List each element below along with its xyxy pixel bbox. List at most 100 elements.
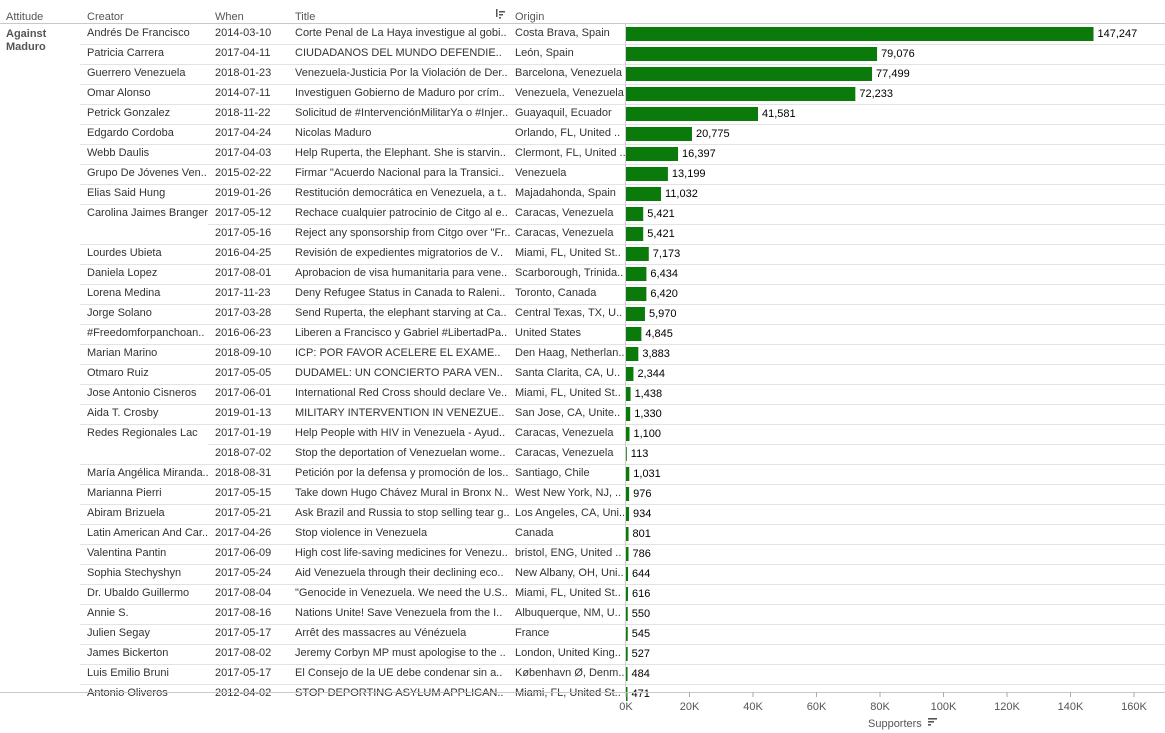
table-row[interactable]: Marianna Pierri 2017-05-15 Take down Hugo …: [87, 487, 621, 499]
table-row[interactable]: 2018-07-02 Stop the deportation of Venezu…: [215, 447, 614, 459]
bar[interactable]: [626, 387, 631, 401]
bar[interactable]: [626, 427, 630, 441]
cell-creator: Lourdes Ubieta: [87, 247, 162, 259]
table-row[interactable]: Dr. Ubaldo Guillermo 2017-08-04 "Genocide …: [87, 587, 621, 599]
bar[interactable]: [626, 587, 628, 601]
bar[interactable]: [626, 687, 628, 701]
bar[interactable]: [626, 187, 662, 201]
cell-creator: Abiram Brizuela: [87, 507, 166, 519]
cell-origin: Santiago, Chile: [515, 467, 590, 479]
header-when[interactable]: When: [215, 11, 244, 23]
cell-origin: Den Haag, Netherlan..: [515, 347, 624, 359]
cell-when: 2014-03-10: [215, 27, 271, 39]
table-row[interactable]: Abiram Brizuela 2017-05-21 Ask Brazil and …: [87, 507, 625, 519]
cell-when: 2017-04-11: [215, 47, 270, 59]
bar[interactable]: [626, 667, 628, 681]
header-origin[interactable]: Origin: [515, 11, 544, 23]
table-row[interactable]: Annie S. 2017-08-16 Nations Unite! Save Ve…: [87, 607, 621, 619]
group-label-line-1: Against: [6, 28, 47, 40]
bar[interactable]: [626, 67, 873, 81]
bar[interactable]: [626, 107, 759, 121]
bar-value-label: 786: [632, 548, 650, 560]
cell-origin: Venezuela, Venezuela: [515, 87, 625, 99]
table-row[interactable]: Omar Alonso 2014-07-11 Investiguen Gobiern…: [87, 87, 625, 99]
bar[interactable]: [626, 487, 630, 501]
bar-value-label: 72,233: [859, 88, 893, 100]
bar[interactable]: [626, 167, 668, 181]
table-row[interactable]: Luis Emilio Bruni 2017-05-17 El Consejo de…: [87, 667, 624, 679]
table-row[interactable]: Edgardo Cordoba 2017-04-24 Nicolas Maduro O…: [87, 127, 620, 139]
table-row[interactable]: Aida T. Crosby 2019-01-13 MILITARY INTERVE…: [87, 407, 620, 419]
cell-creator: Edgardo Cordoba: [87, 127, 175, 139]
tick-label: 0K: [619, 701, 633, 713]
bar[interactable]: [626, 627, 628, 641]
cell-when: 2017-04-03: [215, 147, 271, 159]
header-title[interactable]: Title: [295, 11, 315, 23]
table-row[interactable]: Otmaro Ruiz 2017-05-05 DUDAMEL: UN CONCIER…: [87, 367, 620, 379]
cell-when: 2017-08-02: [215, 647, 271, 659]
table-row[interactable]: Redes Regionales Lac 2017-01-19 Help Peopl…: [87, 427, 614, 439]
bar[interactable]: [626, 567, 629, 581]
bar[interactable]: [626, 467, 630, 481]
cell-when: 2017-08-16: [215, 607, 271, 619]
table-row[interactable]: Elias Said Hung 2019-01-26 Restitución dem…: [87, 187, 616, 199]
table-row[interactable]: Petrick Gonzalez 2018-11-22 Solicitud de #…: [87, 107, 612, 119]
bar[interactable]: [626, 647, 628, 661]
table-row[interactable]: James Bickerton 2017-08-02 Jeremy Corbyn M…: [87, 647, 621, 659]
table-row[interactable]: Jorge Solano 2017-03-28 Send Ruperta, the …: [87, 307, 622, 319]
bar[interactable]: [626, 27, 1094, 41]
header-attitude[interactable]: Attitude: [6, 11, 43, 23]
bar[interactable]: [626, 547, 629, 561]
bar[interactable]: [626, 367, 634, 381]
cell-when: 2014-07-11: [215, 87, 270, 99]
cell-title: Aprobacion de visa humanitaria para vene…: [295, 267, 507, 279]
bar[interactable]: [626, 307, 645, 321]
table-row[interactable]: Guerrero Venezuela 2018-01-23 Venezuela-Ju…: [87, 67, 623, 79]
bar[interactable]: [626, 227, 644, 241]
bar[interactable]: [626, 47, 878, 61]
bar[interactable]: [626, 287, 647, 301]
axis-sort-icon[interactable]: [928, 718, 937, 726]
bar[interactable]: [626, 407, 631, 421]
cell-origin: Venezuela: [515, 167, 567, 179]
table-row[interactable]: Marian Marino 2018-09-10 ICP: POR FAVOR AC…: [87, 347, 624, 359]
tick-label: 100K: [931, 701, 957, 713]
table-row[interactable]: Sophia Stechyshyn 2017-05-24 Aid Venezuela…: [87, 567, 624, 579]
table-row[interactable]: Daniela Lopez 2017-08-01 Aprobacion de vis…: [87, 267, 623, 279]
sort-icon[interactable]: [496, 9, 505, 19]
cell-when: 2017-08-04: [215, 587, 271, 599]
cell-when: 2017-05-16: [215, 227, 271, 239]
table-row[interactable]: Andrés De Francisco 2014-03-10 Corte Penal…: [87, 27, 610, 39]
bar[interactable]: [626, 347, 639, 361]
table-row[interactable]: Julien Segay 2017-05-17 Arrêt des massacre…: [87, 627, 549, 639]
header-creator[interactable]: Creator: [87, 11, 124, 23]
bar[interactable]: [626, 507, 629, 521]
table-row[interactable]: Webb Daulis 2017-04-03 Help Ruperta, the E…: [87, 147, 626, 159]
bar[interactable]: [626, 127, 692, 141]
table-row[interactable]: María Angélica Miranda.. 2018-08-31 Petici…: [87, 467, 590, 479]
bar[interactable]: [626, 147, 679, 161]
bar[interactable]: [626, 207, 644, 221]
bar[interactable]: [626, 447, 627, 461]
bar[interactable]: [626, 607, 628, 621]
table-row[interactable]: Lourdes Ubieta 2016-04-25 Revisión de expe…: [87, 247, 621, 259]
cell-when: 2018-11-22: [215, 107, 270, 119]
bar[interactable]: [626, 267, 647, 281]
table-row[interactable]: Carolina Jaimes Branger 2017-05-12 Rechace…: [87, 207, 614, 219]
tick-label: 80K: [870, 701, 890, 713]
table-row[interactable]: Patricia Carrera 2017-04-11 CIUDADANOS DEL…: [87, 47, 574, 59]
table-row[interactable]: Lorena Medina 2017-11-23 Deny Refugee Stat…: [87, 287, 597, 299]
bar[interactable]: [626, 527, 629, 541]
table-row[interactable]: 2017-05-16 Reject any sponsorship from Ci…: [215, 227, 614, 239]
bar[interactable]: [626, 327, 642, 341]
table-row[interactable]: Valentina Pantin 2017-06-09 High cost life…: [87, 547, 621, 559]
table-row[interactable]: #Freedomforpanchoan.. 2016-06-23 Liberen a…: [87, 327, 582, 339]
cell-creator: Marian Marino: [87, 347, 157, 359]
bar-value-label: 934: [633, 508, 651, 520]
table-row[interactable]: Latin American And Car.. 2017-04-26 Stop v…: [87, 527, 554, 539]
cell-creator: Valentina Pantin: [87, 547, 166, 559]
bar[interactable]: [626, 247, 649, 261]
table-row[interactable]: Jose Antonio Cisneros 2017-06-01 Internati…: [87, 387, 621, 399]
table-row[interactable]: Grupo De Jóvenes Ven.. 2015-02-22 Firmar "…: [87, 167, 567, 179]
bar[interactable]: [626, 87, 856, 101]
